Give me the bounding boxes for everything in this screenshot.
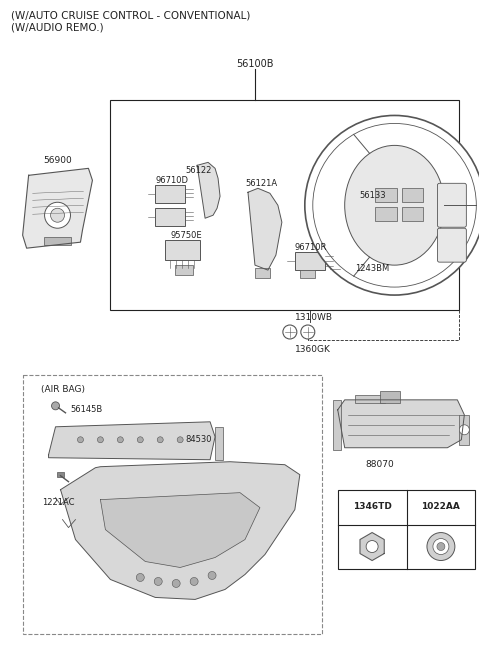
Text: 96710R: 96710R — [295, 243, 327, 252]
Bar — [333, 400, 341, 450]
Text: 1221AC: 1221AC — [43, 498, 75, 506]
Ellipse shape — [345, 146, 444, 265]
FancyBboxPatch shape — [437, 228, 467, 262]
Circle shape — [427, 533, 455, 560]
Polygon shape — [248, 188, 282, 270]
Bar — [155, 185, 185, 203]
Text: (W/AUTO CRUISE CONTROL - CONVENTIONAL): (W/AUTO CRUISE CONTROL - CONVENTIONAL) — [11, 10, 250, 21]
Circle shape — [154, 577, 162, 585]
Text: 96710D: 96710D — [155, 176, 188, 185]
Circle shape — [97, 437, 103, 443]
Circle shape — [348, 198, 361, 213]
Circle shape — [301, 325, 315, 339]
Circle shape — [51, 402, 60, 410]
Bar — [110, 100, 459, 310]
Circle shape — [50, 208, 64, 222]
Text: 84530: 84530 — [185, 436, 212, 444]
Bar — [255, 268, 270, 278]
Bar — [175, 265, 193, 275]
Text: 56100B: 56100B — [236, 58, 274, 68]
Text: 1346TD: 1346TD — [353, 502, 392, 511]
Circle shape — [313, 123, 476, 287]
Text: 1243BM: 1243BM — [355, 264, 389, 273]
Bar — [340, 265, 352, 273]
Circle shape — [190, 577, 198, 585]
Text: (AIR BAG): (AIR BAG) — [41, 385, 84, 394]
Text: 56145B: 56145B — [71, 405, 103, 415]
Bar — [44, 237, 72, 245]
Circle shape — [459, 425, 469, 435]
Circle shape — [437, 543, 445, 550]
Polygon shape — [60, 462, 300, 600]
Text: 56122: 56122 — [185, 167, 212, 175]
Bar — [165, 240, 200, 260]
Bar — [338, 489, 475, 569]
Bar — [402, 207, 423, 221]
Polygon shape — [360, 533, 384, 560]
Polygon shape — [23, 169, 93, 248]
Circle shape — [117, 437, 123, 443]
Circle shape — [136, 573, 144, 581]
Circle shape — [177, 437, 183, 443]
Circle shape — [137, 437, 144, 443]
Bar — [215, 427, 223, 460]
Bar — [402, 188, 423, 202]
Bar — [459, 415, 469, 445]
Bar — [380, 391, 399, 403]
Bar — [374, 207, 396, 221]
Text: (W/AUDIO REMO.): (W/AUDIO REMO.) — [11, 23, 103, 33]
Text: 56121A: 56121A — [245, 179, 277, 188]
Bar — [57, 472, 63, 477]
Circle shape — [45, 202, 71, 228]
Bar — [300, 270, 315, 278]
Text: 56133: 56133 — [360, 192, 386, 200]
Bar — [355, 395, 384, 403]
Bar — [23, 375, 322, 634]
Circle shape — [208, 571, 216, 579]
Circle shape — [433, 539, 449, 554]
Polygon shape — [197, 162, 220, 218]
Bar — [374, 188, 396, 202]
Text: 88070: 88070 — [365, 460, 394, 469]
Circle shape — [157, 437, 163, 443]
Circle shape — [283, 325, 297, 339]
Bar — [155, 208, 185, 226]
Circle shape — [172, 579, 180, 588]
Text: 1022AA: 1022AA — [421, 502, 460, 511]
Bar — [295, 252, 325, 270]
Circle shape — [366, 541, 378, 552]
Polygon shape — [48, 422, 215, 460]
FancyBboxPatch shape — [437, 183, 467, 227]
Circle shape — [77, 437, 84, 443]
Polygon shape — [338, 400, 464, 448]
Text: 1310WB: 1310WB — [295, 313, 333, 322]
Text: 95750E: 95750E — [170, 231, 202, 240]
Polygon shape — [100, 493, 260, 567]
Circle shape — [305, 115, 480, 295]
Text: 1360GK: 1360GK — [295, 345, 331, 354]
Text: 56900: 56900 — [43, 156, 72, 165]
